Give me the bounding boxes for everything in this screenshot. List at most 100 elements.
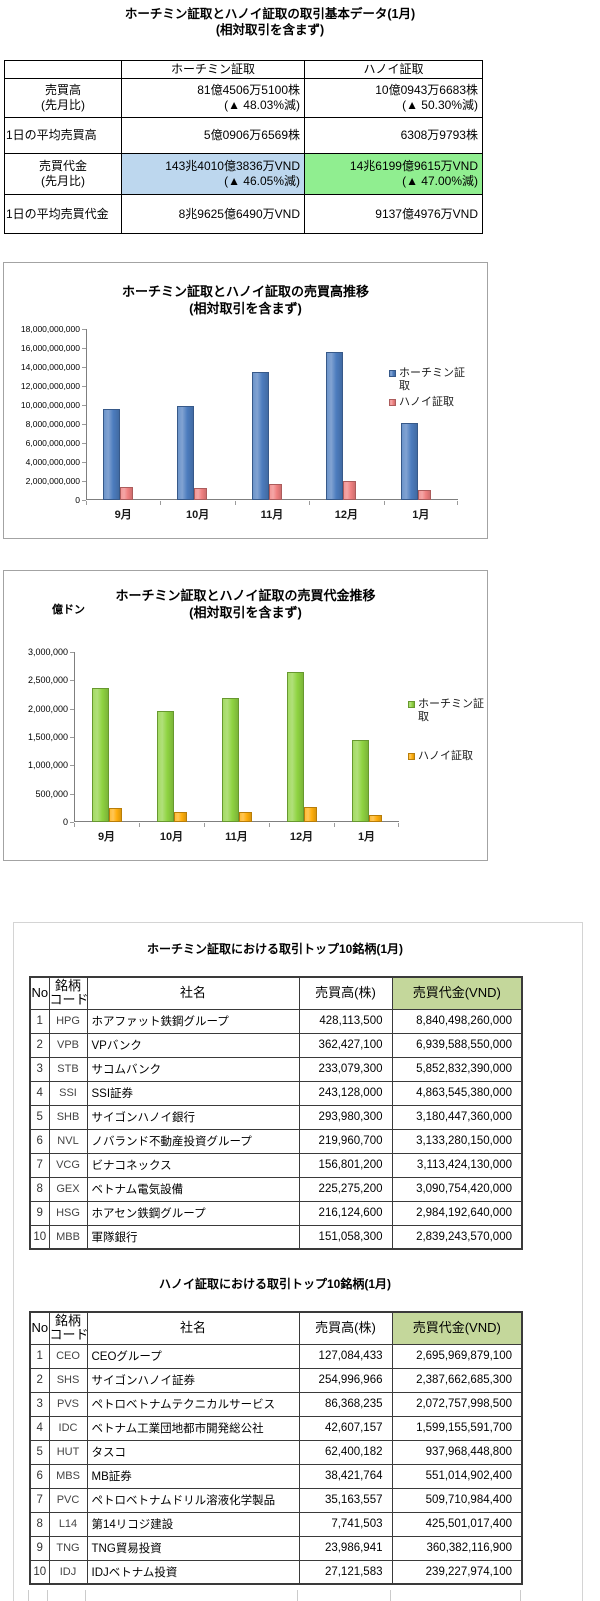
cell-volume: 233,079,300 (298, 1056, 393, 1082)
bar-hcmc-10月 (177, 406, 195, 500)
bar-hanoi-9月 (120, 487, 133, 500)
cell-volume: 151,058,300 (298, 1224, 393, 1250)
col-header-name: 社名 (86, 976, 300, 1010)
cell-no: 10 (29, 1559, 50, 1585)
y-axis-tick-label: 500,000 (35, 789, 68, 799)
cell-value: 425,501,017,400 (391, 1511, 523, 1537)
cell-company-name: サコムバンク (86, 1056, 300, 1082)
cell-company-name: タスコ (86, 1439, 300, 1465)
table-row: 10 MBB 軍隊銀行 151,058,300 2,839,243,570,000 (29, 1224, 523, 1250)
value-line: 10億0943万6683株 (375, 83, 478, 97)
cell-no: 1 (29, 1008, 50, 1034)
y-axis-tick-label: 1,000,000 (27, 760, 68, 770)
cell-ticker-code: CEO (48, 1343, 88, 1369)
y-axis-tick (82, 405, 86, 406)
y-axis-tick-label: 14,000,000,000 (20, 362, 80, 372)
cell-value: 4,863,545,380,000 (391, 1080, 523, 1106)
cell-no: 9 (29, 1535, 50, 1561)
cell-ticker-code: MBB (48, 1224, 88, 1250)
y-axis-tick (70, 709, 74, 710)
cell-company-name: ビナコネックス (86, 1152, 300, 1178)
hanoi-top10-title: ハノイ証取における取引トップ10銘柄(1月) (158, 1277, 391, 1291)
y-axis-unit-label: 億ドン (52, 604, 85, 616)
bar-hcmc-12月 (287, 672, 304, 822)
summary-cell-avg-volume-hcmc: 5億0906万6569株 (121, 117, 305, 154)
summary-row-label: 売買高 (先月比) (4, 78, 122, 118)
cell-ticker-code: PVS (48, 1391, 88, 1417)
category-label: 1月 (357, 831, 376, 843)
summary-col-header-hcmc: ホーチミン証取 (121, 60, 305, 79)
summary-row-label: 売買代金 (先月比) (4, 153, 122, 195)
cell-no: 2 (29, 1367, 50, 1393)
legend-swatch-icon (389, 370, 396, 377)
cell-ticker-code: VPB (48, 1032, 88, 1058)
col-header-volume: 売買高(株) (298, 976, 393, 1010)
cell-volume: 127,084,433 (298, 1343, 393, 1369)
y-axis-tick-label: 2,000,000,000 (25, 476, 80, 486)
cell-volume: 428,113,500 (298, 1008, 393, 1034)
cell-value: 3,090,754,420,000 (391, 1176, 523, 1202)
cell-volume: 362,427,100 (298, 1032, 393, 1058)
y-axis-tick (82, 348, 86, 349)
y-axis-tick (70, 765, 74, 766)
y-axis-tick-label: 4,000,000,000 (25, 457, 80, 467)
bar-hanoi-1月 (369, 815, 382, 822)
bar-hanoi-12月 (304, 807, 317, 822)
cell-company-name: CEOグループ (86, 1343, 300, 1369)
bar-hcmc-9月 (92, 688, 109, 822)
cell-ticker-code: GEX (48, 1176, 88, 1202)
bar-hanoi-12月 (343, 481, 357, 500)
cell-ticker-code: SHS (48, 1367, 88, 1393)
summary-table: ホーチミン証取 ハノイ証取 売買高 (先月比) 81億4506万5100株 (▲… (4, 60, 483, 234)
cell-volume: 62,400,182 (298, 1439, 393, 1465)
legend-label: ホーチミン証取 (418, 698, 484, 723)
cell-volume: 216,124,600 (298, 1200, 393, 1226)
cell-volume: 219,960,700 (298, 1128, 393, 1154)
cell-volume: 254,996,966 (298, 1367, 393, 1393)
table-row: 2 SHS サイゴンハノイ証券 254,996,966 2,387,662,685,30… (29, 1367, 523, 1393)
y-axis-tick (82, 367, 86, 368)
header-line: コード (49, 1327, 87, 1343)
cell-volume: 225,275,200 (298, 1176, 393, 1202)
cell-company-name: VPバンク (86, 1032, 300, 1058)
bar-hcmc-1月 (400, 423, 418, 500)
y-axis-tick-label: 1,500,000 (27, 732, 68, 742)
cell-ticker-code: HSG (48, 1200, 88, 1226)
col-header-code: 銘柄 コード (48, 1311, 88, 1345)
cell-value: 6,939,588,550,000 (391, 1032, 523, 1058)
table-row: 1 HPG ホアファット鉄鋼グループ 428,113,500 8,840,498,260… (29, 1008, 523, 1034)
y-axis-tick (70, 680, 74, 681)
table-row: 4 IDC ベトナム工業団地都市開発総公社 42,607,157 1,599,155,5… (29, 1415, 523, 1441)
y-axis-tick (70, 737, 74, 738)
x-axis-tick (235, 501, 236, 505)
cell-value: 1,599,155,591,700 (391, 1415, 523, 1441)
legend-label: ハノイ証取 (399, 396, 454, 408)
table-row: 6 NVL ノバランド不動産投資グループ 219,960,700 3,133,280,1… (29, 1128, 523, 1154)
cell-value: 3,133,280,150,000 (391, 1128, 523, 1154)
label-line: (先月比) (41, 174, 85, 188)
bar-hanoi-1月 (417, 490, 431, 500)
legend-item: ハノイ証取 (408, 750, 493, 763)
summary-row-label: 1日の平均売買高 (4, 117, 122, 154)
category-label: 9月 (114, 509, 132, 521)
label-line: 売買高 (44, 83, 81, 97)
table-row: 9 HSG ホアセン鉄鋼グループ 216,124,600 2,984,192,640,0… (29, 1200, 523, 1226)
summary-row-label: 1日の平均売買代金 (4, 194, 122, 234)
category-label: 11月 (260, 509, 284, 521)
bar-hcmc-1月 (352, 740, 369, 822)
cell-value: 2,984,192,640,000 (391, 1200, 523, 1226)
summary-col-header-hanoi: ハノイ証取 (304, 60, 483, 79)
header-line: コード (49, 992, 87, 1008)
y-axis-tick-label: 16,000,000,000 (20, 343, 80, 353)
legend: ホーチミン証取 ハノイ証取 (389, 367, 467, 409)
legend-swatch-icon (408, 753, 415, 760)
category-label: 10月 (159, 831, 184, 843)
chart-title-line1: ホーチミン証取とハノイ証取の売買高推移 (121, 284, 369, 299)
y-axis-tick (70, 822, 74, 823)
cell-no: 7 (29, 1152, 50, 1178)
table-row: 7 PVC ペトロベトナムドリル溶液化学製品 35,163,557 509,710,98… (29, 1487, 523, 1513)
y-axis-tick-label: 6,000,000,000 (25, 438, 80, 448)
summary-cell-avg-value-hcmc: 8兆9625億6490万VND (121, 194, 305, 234)
cell-no: 4 (29, 1415, 50, 1441)
cell-volume: 27,121,583 (298, 1559, 393, 1585)
